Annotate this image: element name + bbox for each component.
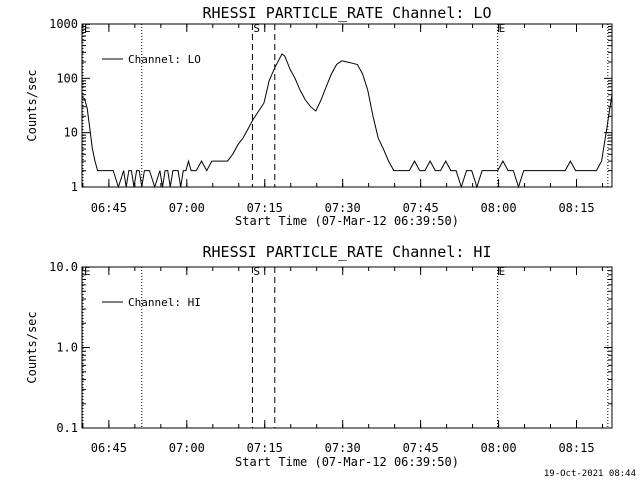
plot-frame: [81, 266, 613, 429]
x-tick-label: 08:00: [481, 201, 517, 215]
y-tick-label: 1000: [49, 17, 78, 31]
event-marker-label: S: [253, 265, 260, 278]
y-axis-label: Counts/sec: [25, 69, 39, 141]
legend-label: Channel: HI: [128, 296, 201, 309]
plot-frame: [81, 23, 613, 188]
y-tick-label: 0.1: [56, 421, 78, 435]
x-tick-label: 07:00: [169, 441, 205, 455]
chart-title: RHESSI PARTICLE_RATE Channel: HI: [203, 243, 492, 261]
x-tick-label: 08:00: [481, 441, 517, 455]
x-tick-label: 07:00: [169, 201, 205, 215]
event-marker-label: E: [84, 265, 91, 278]
legend-label: Channel: LO: [128, 53, 201, 66]
x-tick-label: 06:45: [91, 201, 127, 215]
x-tick-label: 07:15: [247, 441, 283, 455]
event-marker-label: E: [499, 265, 506, 278]
x-tick-label: 07:30: [325, 441, 361, 455]
chart-title: RHESSI PARTICLE_RATE Channel: LO: [203, 4, 492, 22]
footer-timestamp: 19-Oct-2021 08:44: [544, 469, 636, 479]
y-tick-label: 1.0: [56, 341, 78, 355]
x-tick-label: 08:15: [558, 441, 594, 455]
x-axis-label: Start Time (07-Mar-12 06:39:50): [235, 214, 459, 228]
x-tick-label: 07:45: [403, 441, 439, 455]
event-marker-label: S: [253, 22, 260, 35]
y-tick-label: 10: [64, 126, 78, 140]
x-tick-label: 06:45: [91, 441, 127, 455]
y-tick-label: 100: [56, 71, 78, 85]
x-axis-label: Start Time (07-Mar-12 06:39:50): [235, 455, 459, 469]
x-tick-label: 07:15: [247, 201, 283, 215]
y-tick-label: 10.0: [49, 260, 78, 274]
y-axis-label: Counts/sec: [25, 311, 39, 383]
x-tick-label: 07:45: [403, 201, 439, 215]
y-tick-label: 1: [71, 180, 78, 194]
x-tick-label: 07:30: [325, 201, 361, 215]
x-tick-label: 08:15: [558, 201, 594, 215]
event-marker-label: E: [499, 22, 506, 35]
event-marker-label: E: [84, 22, 91, 35]
series-line-1: [81, 53, 613, 189]
